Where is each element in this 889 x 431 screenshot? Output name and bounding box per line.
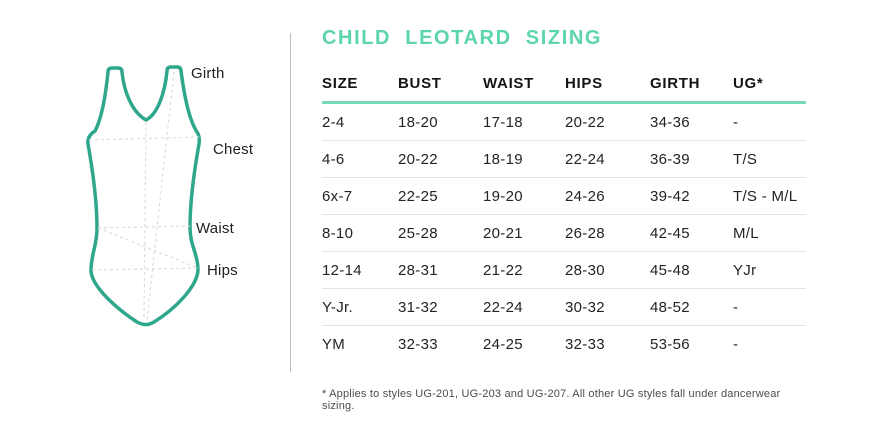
table-cell: 24-26 — [565, 177, 650, 215]
table-header-row: SIZE BUST WAIST HIPS GIRTH UG* — [322, 66, 806, 104]
column-header-ug: UG* — [733, 66, 806, 104]
measurement-guides — [88, 71, 200, 321]
table-cell: T/S - M/L — [733, 177, 806, 215]
table-cell: - — [733, 325, 806, 362]
diagram-label-girth: Girth — [191, 65, 225, 82]
leotard-outline — [86, 65, 201, 327]
table-cell: 42-45 — [650, 214, 733, 252]
table-cell: 31-32 — [398, 288, 483, 326]
column-header-size: SIZE — [322, 66, 398, 104]
vertical-divider — [290, 33, 291, 372]
table-cell: 36-39 — [650, 140, 733, 178]
table-cell: 6x-7 — [322, 177, 398, 215]
column-header-bust: BUST — [398, 66, 483, 104]
diagram-label-waist: Waist — [196, 220, 234, 237]
table-cell: T/S — [733, 140, 806, 178]
column-header-girth: GIRTH — [650, 66, 733, 104]
sizing-content: CHILD LEOTARD SIZING SIZE BUST WAIST HIPS GI… — [322, 28, 806, 412]
table-row: 4-6 20-22 18-19 22-24 36-39 T/S — [322, 140, 806, 178]
table-cell: 20-21 — [483, 214, 565, 252]
table-row: 6x-7 22-25 19-20 24-26 39-42 T/S - M/L — [322, 177, 806, 215]
table-cell: 22-24 — [483, 288, 565, 326]
table-cell: 48-52 — [650, 288, 733, 326]
diagram-label-chest: Chest — [213, 141, 254, 158]
footnote: * Applies to styles UG-201, UG-203 and U… — [322, 388, 781, 412]
table-row: Y-Jr. 31-32 22-24 30-32 48-52- — [322, 288, 806, 326]
table-row: YM 32-33 24-25 32-33 53-56- — [322, 325, 806, 362]
table-cell: 45-48 — [650, 251, 733, 289]
table-cell: 30-32 — [565, 288, 650, 326]
table-cell: 32-33 — [565, 325, 650, 362]
table-cell: 18-19 — [483, 140, 565, 178]
diagram-label-hips: Hips — [207, 262, 238, 279]
column-header-waist: WAIST — [483, 66, 565, 104]
table-row: 8-10 25-28 20-21 26-28 42-45 M/L — [322, 214, 806, 252]
sizing-table: SIZE BUST WAIST HIPS GIRTH UG* 2-4 18-20 17-18 2… — [322, 66, 806, 362]
table-cell: 19-20 — [483, 177, 565, 215]
column-header-hips: HIPS — [565, 66, 650, 104]
table-cell: 21-22 — [483, 251, 565, 289]
table-cell: 53-56 — [650, 325, 733, 362]
table-cell: 39-42 — [650, 177, 733, 215]
page-title: CHILD LEOTARD SIZING — [322, 27, 603, 49]
table-cell: - — [733, 113, 739, 131]
table-cell: 26-28 — [565, 214, 650, 252]
table-cell: 8-10 — [322, 214, 398, 252]
table-cell: 22-24 — [565, 140, 650, 178]
table-cell: 20-22 — [565, 113, 605, 131]
table-cell: 28-31 — [398, 251, 483, 289]
table-cell: 2-4 — [322, 113, 345, 131]
table-cell: 22-25 — [398, 177, 483, 215]
table-cell: 28-30 — [565, 251, 650, 289]
table-cell: 12-14 — [322, 251, 398, 289]
table-row: 12-14 28-31 21-22 28-30 45-48 YJr — [322, 251, 806, 289]
table-cell: YJr — [733, 251, 806, 289]
table-cell: 32-33 — [398, 325, 483, 362]
table-cell: 25-28 — [398, 214, 483, 252]
table-cell: 17-18 — [483, 113, 523, 131]
table-cell: 34-36 — [650, 113, 690, 131]
table-cell: M/L — [733, 214, 806, 252]
table-cell: 18-20 — [398, 113, 438, 131]
table-cell: 20-22 — [398, 140, 483, 178]
leotard-illustration-icon — [86, 65, 201, 327]
table-cell: - — [733, 288, 806, 326]
table-cell: Y-Jr. — [322, 288, 398, 326]
table-row: 2-4 18-20 17-18 20-22 34-36 - — [322, 103, 806, 141]
table-cell: 24-25 — [483, 325, 565, 362]
table-cell: 4-6 — [322, 140, 398, 178]
table-cell: YM — [322, 325, 398, 362]
